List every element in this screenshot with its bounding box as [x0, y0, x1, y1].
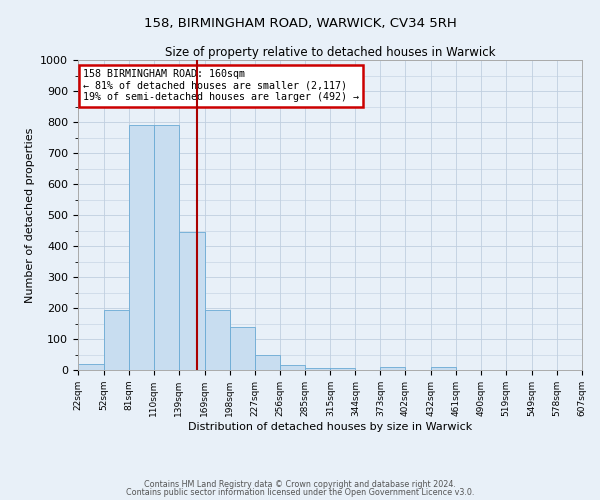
- Text: Contains HM Land Registry data © Crown copyright and database right 2024.: Contains HM Land Registry data © Crown c…: [144, 480, 456, 489]
- Bar: [205, 310, 230, 370]
- Bar: [280, 366, 305, 370]
- X-axis label: Distribution of detached houses by size in Warwick: Distribution of detached houses by size …: [188, 422, 472, 432]
- Bar: [129, 125, 154, 370]
- Bar: [331, 368, 355, 370]
- Title: Size of property relative to detached houses in Warwick: Size of property relative to detached ho…: [165, 46, 495, 59]
- Bar: [431, 367, 456, 370]
- Bar: [230, 326, 254, 370]
- Bar: [254, 354, 280, 370]
- Bar: [78, 364, 104, 370]
- Bar: [380, 367, 406, 370]
- Bar: [154, 125, 179, 370]
- Bar: [104, 310, 129, 370]
- Y-axis label: Number of detached properties: Number of detached properties: [25, 128, 35, 302]
- Bar: [305, 368, 331, 370]
- Text: 158, BIRMINGHAM ROAD, WARWICK, CV34 5RH: 158, BIRMINGHAM ROAD, WARWICK, CV34 5RH: [143, 18, 457, 30]
- Text: 158 BIRMINGHAM ROAD: 160sqm
← 81% of detached houses are smaller (2,117)
19% of : 158 BIRMINGHAM ROAD: 160sqm ← 81% of det…: [83, 70, 359, 102]
- Bar: [179, 232, 205, 370]
- Text: Contains public sector information licensed under the Open Government Licence v3: Contains public sector information licen…: [126, 488, 474, 497]
